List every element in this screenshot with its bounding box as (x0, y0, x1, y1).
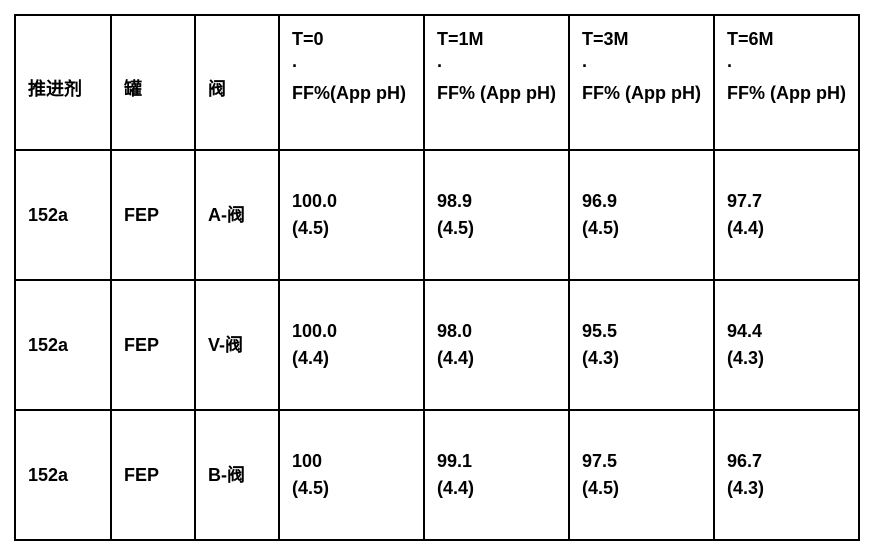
cell-propellant: 152a (15, 150, 111, 280)
cell-ff: 100.0 (292, 188, 411, 215)
header-dot: · (437, 53, 556, 80)
cell-t1: 98.0 (4.4) (424, 280, 569, 410)
col-header-propellant: 推进剂 (15, 15, 111, 150)
cell-t1: 98.9 (4.5) (424, 150, 569, 280)
table-row: 152a FEP V-阀 100.0 (4.4) 98.0 (4.4) 95.5… (15, 280, 859, 410)
cell-ph: (4.4) (292, 345, 411, 372)
cell-t0: 100 (4.5) (279, 410, 424, 540)
cell-valve: V-阀 (195, 280, 279, 410)
col-header-t6: T=6M · FF% (App pH) (714, 15, 859, 150)
cell-valve: A-阀 (195, 150, 279, 280)
cell-ff: 99.1 (437, 448, 556, 475)
cell-ff: 100 (292, 448, 411, 475)
cell-ff: 97.7 (727, 188, 846, 215)
cell-ph: (4.5) (437, 215, 556, 242)
header-metric: FF% (App pH) (437, 80, 556, 107)
header-dot: · (582, 53, 701, 80)
header-dot: · (727, 53, 846, 80)
cell-ff: 97.5 (582, 448, 701, 475)
col-header-valve: 阀 (195, 15, 279, 150)
cell-ph: (4.4) (437, 345, 556, 372)
cell-valve: B-阀 (195, 410, 279, 540)
header-time: T=0 (292, 26, 411, 53)
col-header-t3: T=3M · FF% (App pH) (569, 15, 714, 150)
cell-ff: 96.9 (582, 188, 701, 215)
cell-can: FEP (111, 150, 195, 280)
cell-t6: 96.7 (4.3) (714, 410, 859, 540)
cell-ff: 98.9 (437, 188, 556, 215)
stability-data-table: 推进剂 罐 阀 T=0 · FF%(App pH) T=1M · FF% (Ap… (14, 14, 860, 541)
cell-propellant: 152a (15, 410, 111, 540)
header-time: T=3M (582, 26, 701, 53)
header-label: 推进剂 (28, 26, 98, 103)
cell-ff: 96.7 (727, 448, 846, 475)
cell-ff: 98.0 (437, 318, 556, 345)
col-header-t0: T=0 · FF%(App pH) (279, 15, 424, 150)
table-header-row: 推进剂 罐 阀 T=0 · FF%(App pH) T=1M · FF% (Ap… (15, 15, 859, 150)
cell-ph: (4.3) (727, 475, 846, 502)
header-metric: FF% (App pH) (582, 80, 701, 107)
table-row: 152a FEP B-阀 100 (4.5) 99.1 (4.4) 97.5 (… (15, 410, 859, 540)
cell-propellant: 152a (15, 280, 111, 410)
cell-ph: (4.5) (582, 215, 701, 242)
header-label: 罐 (124, 26, 182, 103)
cell-ff: 100.0 (292, 318, 411, 345)
cell-ph: (4.3) (727, 345, 846, 372)
cell-t3: 97.5 (4.5) (569, 410, 714, 540)
cell-t0: 100.0 (4.5) (279, 150, 424, 280)
header-label: 阀 (208, 26, 266, 103)
cell-can: FEP (111, 410, 195, 540)
cell-t6: 97.7 (4.4) (714, 150, 859, 280)
cell-ph: (4.4) (727, 215, 846, 242)
cell-ph: (4.5) (292, 215, 411, 242)
cell-t0: 100.0 (4.4) (279, 280, 424, 410)
col-header-can: 罐 (111, 15, 195, 150)
cell-ph: (4.4) (437, 475, 556, 502)
col-header-t1: T=1M · FF% (App pH) (424, 15, 569, 150)
header-time: T=6M (727, 26, 846, 53)
header-time: T=1M (437, 26, 556, 53)
cell-ph: (4.5) (292, 475, 411, 502)
cell-t3: 96.9 (4.5) (569, 150, 714, 280)
cell-ff: 95.5 (582, 318, 701, 345)
cell-ph: (4.3) (582, 345, 701, 372)
cell-ff: 94.4 (727, 318, 846, 345)
header-dot: · (292, 53, 411, 80)
table-row: 152a FEP A-阀 100.0 (4.5) 98.9 (4.5) 96.9… (15, 150, 859, 280)
cell-t6: 94.4 (4.3) (714, 280, 859, 410)
cell-t1: 99.1 (4.4) (424, 410, 569, 540)
header-metric: FF%(App pH) (292, 80, 411, 107)
cell-ph: (4.5) (582, 475, 701, 502)
cell-can: FEP (111, 280, 195, 410)
cell-t3: 95.5 (4.3) (569, 280, 714, 410)
header-metric: FF% (App pH) (727, 80, 846, 107)
